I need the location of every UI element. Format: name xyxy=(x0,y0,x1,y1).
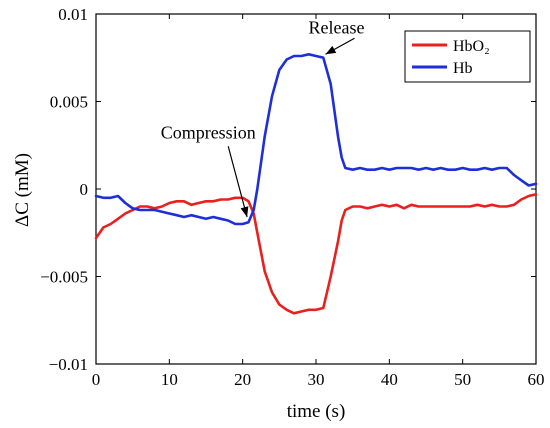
legend: HbO₂ Hb xyxy=(404,30,531,83)
x-tick-label: 20 xyxy=(234,370,251,389)
x-axis-label: time (s) xyxy=(287,401,346,422)
ticks-layer: 0 10 20 30 40 50 60 0.01 0.005 0 −0.005 −0.01 xyxy=(40,5,544,389)
annotation-label-1: Compression xyxy=(161,122,256,142)
y-tick-label: 0.01 xyxy=(58,5,88,24)
series-line-hbo2 xyxy=(94,193,538,315)
x-tick-label: 10 xyxy=(161,370,178,389)
y-tick-label: 0.005 xyxy=(50,93,88,112)
annotation-arrowhead-1 xyxy=(240,206,249,217)
x-tick-label: 60 xyxy=(528,370,545,389)
annotation-layer: Release Compression xyxy=(161,17,365,218)
y-tick-label: −0.01 xyxy=(49,355,88,374)
annotation-label-0: Release xyxy=(309,17,365,37)
legend-label-hb: Hb xyxy=(453,60,473,77)
x-tick-label: 0 xyxy=(92,370,101,389)
legend-label-hbo2: HbO₂ xyxy=(453,38,490,55)
annotation-arrowhead-0 xyxy=(325,45,337,55)
y-tick-label: 0 xyxy=(80,180,89,199)
legend-box xyxy=(404,30,531,83)
x-tick-label: 30 xyxy=(308,370,325,389)
series-line-hb xyxy=(94,53,538,226)
annotation-arrow-1 xyxy=(227,146,248,218)
y-tick-label: −0.005 xyxy=(40,268,88,287)
y-axis-label: ΔC (mM) xyxy=(12,153,33,227)
x-tick-label: 40 xyxy=(381,370,398,389)
series-layer xyxy=(94,53,538,315)
x-tick-label: 50 xyxy=(454,370,471,389)
